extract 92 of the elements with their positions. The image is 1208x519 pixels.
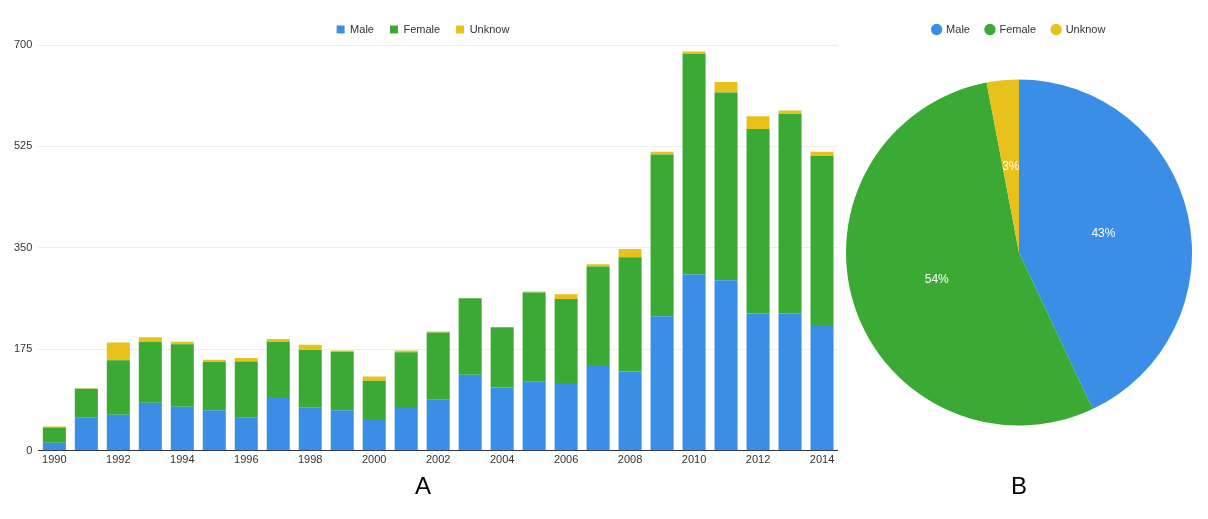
bar bbox=[458, 298, 482, 375]
bar bbox=[106, 360, 130, 415]
bar bbox=[330, 410, 354, 451]
data-label: 3% bbox=[1002, 158, 1020, 173]
legend-label: Male bbox=[350, 22, 374, 35]
bar bbox=[362, 418, 386, 451]
legend-label: Male bbox=[946, 22, 970, 35]
legend-label: Unknow bbox=[1065, 22, 1106, 35]
y-tick-label: 350 bbox=[13, 240, 33, 253]
bar bbox=[778, 113, 802, 314]
x-tick-label: 1990 bbox=[42, 453, 67, 466]
bar bbox=[234, 417, 258, 451]
bar bbox=[298, 349, 322, 408]
bar bbox=[650, 151, 674, 155]
bar bbox=[266, 341, 290, 399]
bar bbox=[394, 352, 418, 408]
bar bbox=[746, 129, 770, 314]
bar bbox=[138, 337, 162, 342]
bar bbox=[810, 155, 834, 325]
bar bbox=[42, 442, 66, 451]
bar bbox=[714, 82, 738, 93]
x-tick-label: 2010 bbox=[681, 453, 707, 466]
bar bbox=[746, 116, 770, 130]
bar bbox=[490, 327, 514, 388]
bar bbox=[298, 407, 322, 451]
bar bbox=[778, 313, 802, 451]
bar bbox=[362, 376, 386, 381]
data-label: 54% bbox=[924, 271, 950, 286]
bar bbox=[106, 342, 130, 361]
x-tick-label: 2008 bbox=[617, 453, 643, 466]
bar bbox=[746, 313, 770, 451]
x-tick-label: 2002 bbox=[425, 453, 451, 466]
bar bbox=[266, 338, 290, 342]
x-tick-label: 1994 bbox=[170, 453, 195, 466]
bar bbox=[810, 151, 834, 156]
bar bbox=[618, 257, 642, 372]
bar bbox=[234, 361, 258, 418]
y-tick-label: 700 bbox=[13, 38, 33, 51]
bar bbox=[74, 388, 98, 418]
text: A bbox=[414, 471, 431, 501]
bar bbox=[202, 362, 226, 411]
legend-label: Female bbox=[999, 22, 1037, 35]
x-tick-label: 2014 bbox=[809, 453, 835, 466]
bar bbox=[426, 332, 450, 400]
bar bbox=[682, 274, 706, 451]
x-tick-label: 2004 bbox=[489, 453, 515, 466]
y-tick-label: 525 bbox=[13, 139, 33, 152]
bar bbox=[618, 371, 642, 451]
bar bbox=[618, 249, 642, 258]
legend-label: Female bbox=[403, 22, 441, 35]
bar bbox=[458, 374, 482, 451]
bar bbox=[170, 344, 194, 407]
bar bbox=[266, 398, 290, 451]
bar bbox=[554, 294, 578, 299]
bar bbox=[586, 266, 610, 365]
bar bbox=[106, 414, 130, 451]
bar bbox=[554, 298, 578, 383]
bar bbox=[714, 280, 738, 451]
text: B bbox=[1010, 471, 1027, 501]
bar bbox=[426, 399, 450, 451]
x-tick-label: 1996 bbox=[234, 453, 259, 466]
bar bbox=[522, 292, 546, 382]
x-tick-label: 1992 bbox=[106, 453, 131, 466]
x-tick-label: 2000 bbox=[361, 453, 387, 466]
x-tick-label: 1998 bbox=[297, 453, 323, 466]
bar bbox=[74, 417, 98, 451]
legend-label: Unknow bbox=[469, 22, 510, 35]
y-tick-label: 0 bbox=[26, 443, 33, 456]
bar bbox=[42, 427, 66, 443]
bar bbox=[138, 341, 162, 403]
bar bbox=[586, 365, 610, 451]
data-label: 43% bbox=[1091, 225, 1116, 240]
bar bbox=[650, 316, 674, 451]
x-tick-label: 2006 bbox=[553, 453, 579, 466]
x-tick-label: 2012 bbox=[745, 453, 771, 466]
bar bbox=[682, 53, 706, 275]
bar bbox=[554, 382, 578, 451]
bar bbox=[362, 380, 386, 419]
bar bbox=[298, 344, 322, 350]
bar bbox=[714, 92, 738, 281]
bar bbox=[682, 51, 706, 54]
bar bbox=[330, 351, 354, 411]
bar bbox=[170, 406, 194, 451]
bar bbox=[234, 358, 258, 362]
bar bbox=[522, 381, 546, 451]
y-tick-label: 175 bbox=[13, 342, 33, 355]
bar bbox=[202, 410, 226, 451]
bar bbox=[650, 154, 674, 317]
bar bbox=[394, 407, 418, 451]
bar bbox=[810, 325, 834, 451]
bar bbox=[490, 387, 514, 451]
bar bbox=[138, 402, 162, 451]
